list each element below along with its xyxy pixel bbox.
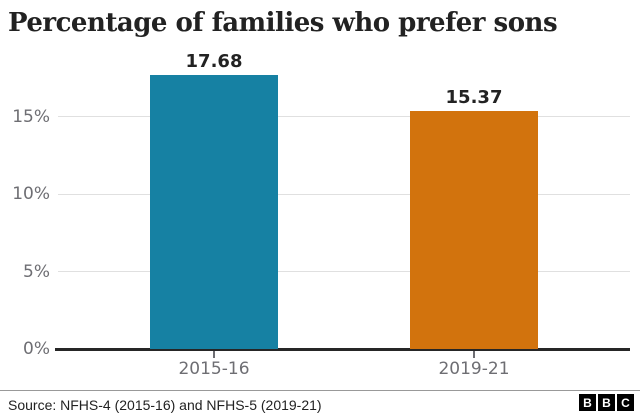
y-axis-label-5%: 5% <box>23 261 50 282</box>
x-axis-line <box>55 347 630 351</box>
footer-divider <box>0 390 640 391</box>
x-axis-tick-2015-16 <box>213 350 215 358</box>
source-attribution: Source: NFHS-4 (2015-16) and NFHS-5 (201… <box>8 397 322 413</box>
gridline-10% <box>58 193 630 195</box>
gridline-5% <box>58 271 630 272</box>
bar-2019-21 <box>410 111 538 349</box>
y-axis-label-10%: 10% <box>12 184 50 204</box>
bar-value-label-2015-16: 17.68 <box>185 51 243 72</box>
bbc-logo-block-3: C <box>617 394 634 411</box>
bbc-logo-block-2: B <box>598 394 615 411</box>
x-axis-label-2015-16: 2015-16 <box>178 359 250 379</box>
y-axis-label-0%: 0% <box>23 339 50 359</box>
x-axis-tick-2019-21 <box>473 350 475 358</box>
bbc-logo-block-1: B <box>579 394 596 411</box>
bar-value-label-2019-21: 15.37 <box>445 87 503 108</box>
gridline-15% <box>58 116 630 117</box>
x-axis-label-2019-21: 2019-21 <box>438 359 510 379</box>
bar-2015-16 <box>150 75 278 349</box>
y-axis-label-15%: 15% <box>12 106 50 127</box>
chart-title: Percentage of families who prefer sons <box>8 8 558 38</box>
